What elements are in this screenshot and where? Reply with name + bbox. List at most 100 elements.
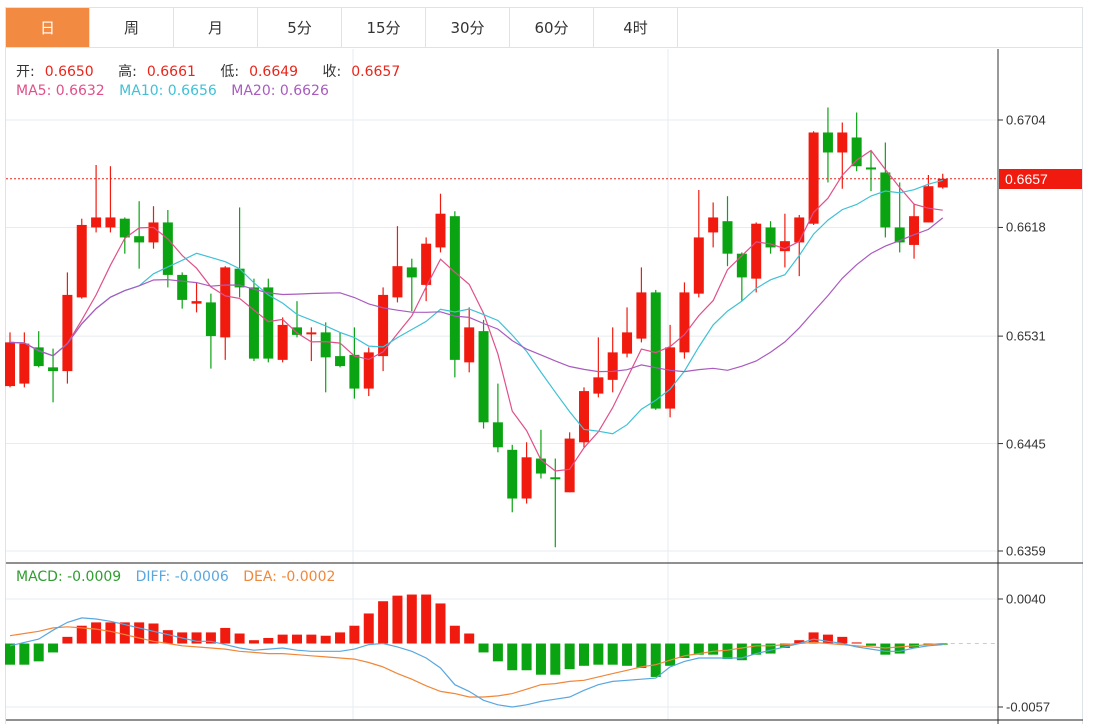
candle-body xyxy=(277,324,288,360)
macd-bar xyxy=(622,643,633,666)
candle-body xyxy=(894,227,905,243)
candle-body xyxy=(521,457,532,499)
macd-bar xyxy=(607,643,618,665)
candle-body xyxy=(435,213,446,248)
macd-bar xyxy=(650,643,661,677)
macd-info: MACD: -0.0009 DIFF: -0.0006 DEA: -0.0002 xyxy=(16,569,345,585)
axis-tick-label: 0.6445 xyxy=(1006,436,1046,452)
candle-body xyxy=(220,267,231,338)
macd-bar xyxy=(91,622,102,644)
diff-line xyxy=(9,617,943,708)
macd-bar xyxy=(851,642,862,644)
candle-body xyxy=(105,217,116,228)
macd-bar xyxy=(435,603,446,644)
macd-bar xyxy=(105,622,116,644)
candle-body xyxy=(736,253,747,278)
macd-bar xyxy=(693,643,704,655)
candle-body xyxy=(579,391,589,443)
candle-body xyxy=(306,332,317,335)
candle-body xyxy=(119,218,130,238)
candle-body xyxy=(808,132,819,224)
close-value: 0.6657 xyxy=(351,64,401,80)
macd-bar xyxy=(550,643,561,675)
ma5-line xyxy=(9,149,943,472)
axis-tick-label: 0.0040 xyxy=(1006,591,1046,607)
macd-bar xyxy=(421,594,432,644)
candle-body xyxy=(937,178,948,188)
macd-bar xyxy=(765,643,776,654)
macd-bar xyxy=(492,643,503,662)
ma20-line xyxy=(9,217,944,373)
macd-bar xyxy=(349,625,360,644)
candle-body xyxy=(880,172,891,228)
high-label: 高: xyxy=(118,64,137,80)
macd-bar xyxy=(234,633,245,644)
open-label: 开: xyxy=(16,64,35,80)
ma20-value: MA20: 0.6626 xyxy=(231,83,329,99)
candle-body xyxy=(234,268,245,288)
macd-value: MACD: -0.0009 xyxy=(16,569,122,585)
macd-bar xyxy=(593,643,604,665)
macd-bar xyxy=(736,643,747,661)
candle-body xyxy=(162,222,173,275)
tab-6[interactable]: 60分 xyxy=(510,8,594,47)
candle-body xyxy=(679,292,690,353)
macd-bar xyxy=(292,634,302,644)
candle-body xyxy=(62,294,73,372)
candle-body xyxy=(478,331,489,423)
low-value: 0.6649 xyxy=(249,64,299,80)
candle-body xyxy=(392,266,403,298)
macd-bar xyxy=(19,643,30,665)
tab-3[interactable]: 5分 xyxy=(258,8,342,47)
candle-body xyxy=(205,302,216,337)
candle-body xyxy=(837,132,848,153)
macd-bar xyxy=(579,643,589,666)
tab-2[interactable]: 月 xyxy=(174,8,258,47)
macd-bar xyxy=(119,622,130,644)
macd-bar xyxy=(866,643,876,646)
ma10-value: MA10: 0.6656 xyxy=(119,83,217,99)
macd-bar xyxy=(205,632,216,644)
candle-body xyxy=(464,327,475,363)
macd-bar xyxy=(808,632,819,644)
tab-4[interactable]: 15分 xyxy=(342,8,426,47)
macd-bar xyxy=(837,636,848,644)
dea-line xyxy=(9,626,943,698)
macd-bar xyxy=(894,643,905,654)
macd-bar xyxy=(779,643,790,648)
axis-tick-label: 0.6359 xyxy=(1006,543,1046,559)
candle-body xyxy=(550,477,561,480)
tab-1[interactable]: 周 xyxy=(90,8,174,47)
candle-body xyxy=(421,243,432,285)
macd-bar xyxy=(62,636,73,644)
tab-0[interactable]: 日 xyxy=(6,8,90,47)
macd-bar xyxy=(722,643,733,660)
candle-body xyxy=(779,241,790,252)
tab-5[interactable]: 30分 xyxy=(426,8,510,47)
candle-body xyxy=(148,222,159,243)
macd-bar xyxy=(5,643,15,665)
macd-bar xyxy=(449,625,460,644)
macd-bar xyxy=(220,627,231,644)
macd-bar xyxy=(636,643,647,669)
candle-body xyxy=(708,217,719,233)
candle-body xyxy=(535,458,546,474)
candle-body xyxy=(923,186,934,223)
macd-bar xyxy=(320,635,331,644)
candle-body xyxy=(593,377,604,394)
candle-body xyxy=(91,217,102,228)
candle-body xyxy=(866,167,876,170)
macd-bar xyxy=(708,643,719,655)
candle-body xyxy=(76,224,87,298)
candle-body xyxy=(48,367,59,372)
candle-body xyxy=(794,217,805,243)
macd-bar xyxy=(478,643,489,653)
macd-bar xyxy=(822,634,833,644)
close-label: 收: xyxy=(322,64,342,80)
candle-body xyxy=(822,132,833,153)
macd-bar xyxy=(564,643,575,670)
tab-7[interactable]: 4时 xyxy=(594,8,678,47)
macd-bar xyxy=(277,634,288,644)
macd-bar xyxy=(335,632,346,644)
